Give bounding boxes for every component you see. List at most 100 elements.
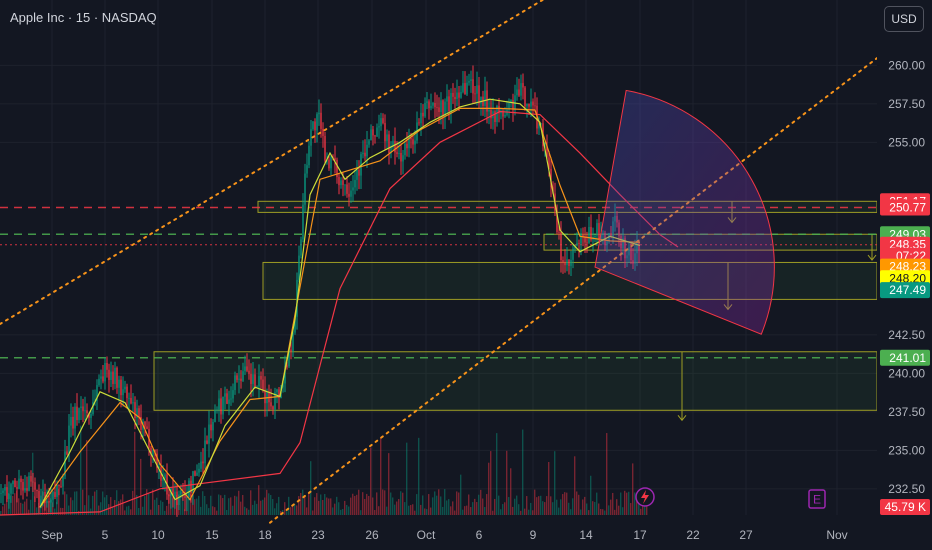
price-badge: 250.77 (880, 199, 930, 216)
volume-bar (606, 433, 608, 515)
volume-bar (484, 506, 486, 515)
candle-body (426, 101, 428, 103)
volume-bar (22, 503, 24, 515)
volume-bar (0, 510, 2, 515)
x-tick-label: 26 (365, 528, 379, 542)
volume-bar (618, 505, 620, 515)
volume-bar (110, 497, 112, 515)
volume-bar (244, 506, 246, 515)
volume-bar (166, 505, 168, 515)
volume-bar (220, 495, 222, 515)
volume-bar (526, 496, 528, 515)
candle-body (308, 145, 310, 166)
candle-body (400, 152, 402, 162)
volume-bar (372, 497, 374, 515)
candle-body (460, 91, 462, 98)
volume (0, 425, 648, 515)
earnings-marker-label: E (813, 493, 821, 507)
candle-body (190, 480, 192, 494)
candle-body (524, 87, 526, 107)
volume-bar (320, 494, 322, 515)
candle-body (402, 155, 404, 162)
price-badge-bg (880, 199, 930, 216)
candle-body (282, 383, 284, 388)
volume-bar (270, 495, 272, 515)
candle-body (252, 374, 254, 384)
volume-bar (386, 506, 388, 515)
volume-bar (158, 505, 160, 515)
volume-bar (234, 495, 236, 515)
candle-body (444, 101, 446, 116)
candle-body (490, 109, 492, 119)
candle-body (84, 410, 86, 412)
candle-body (324, 135, 326, 161)
volume-bar (224, 494, 226, 515)
candle-body (78, 408, 80, 421)
candle-body (162, 477, 164, 481)
time-axis: Sep 5 10 15 18 23 26 Oct 6 9 14 17 22 27 Nov (41, 528, 847, 542)
volume-bar (52, 502, 54, 515)
candle-body (312, 121, 314, 130)
candle-body (274, 392, 276, 410)
volume-bar (348, 506, 350, 515)
volume-bar (68, 505, 70, 515)
candle-body (112, 371, 114, 384)
volume-bar (206, 504, 208, 515)
volume-bar (624, 490, 626, 515)
volume-bar (604, 510, 606, 515)
volume-bar (146, 489, 148, 515)
candle-body (564, 262, 566, 266)
volume-bar (428, 494, 430, 515)
candle-body (408, 137, 410, 149)
volume-bar (584, 496, 586, 515)
volume-bar (504, 502, 506, 515)
candle-body (342, 180, 344, 185)
volume-bar (88, 495, 90, 515)
candle-body (250, 373, 252, 384)
candle-body (376, 127, 378, 137)
candle-body (520, 83, 522, 96)
candle-body (168, 494, 170, 497)
volume-bar (366, 493, 368, 515)
volume-bar (632, 463, 634, 515)
volume-bar (198, 495, 200, 515)
volume-bar (56, 502, 58, 515)
x-tick-label: 23 (311, 528, 325, 542)
candle-body (132, 402, 134, 404)
candle-body (10, 484, 12, 494)
volume-bar (360, 510, 362, 515)
volume-bar (100, 502, 102, 515)
volume-bar (404, 502, 406, 515)
candle-body (220, 398, 222, 415)
volume-bar (86, 440, 88, 515)
candle-body (218, 398, 220, 410)
volume-bar (408, 505, 410, 515)
candle-body (322, 128, 324, 136)
candle-body (458, 92, 460, 98)
currency-button[interactable]: USD (884, 6, 924, 32)
price-badge-bg (880, 282, 930, 299)
candle-body (42, 491, 44, 496)
candle-body (64, 451, 66, 477)
candle-body (316, 114, 318, 131)
volume-bar (572, 498, 574, 515)
volume-bar (420, 504, 422, 515)
volume-bar (74, 491, 76, 515)
volume-bar (542, 501, 544, 515)
volume-bar (630, 503, 632, 515)
candle-body (14, 480, 16, 488)
candle-body (386, 134, 388, 142)
volume-bar (266, 489, 268, 515)
volume-bar (466, 505, 468, 515)
volume-bar (546, 496, 548, 515)
volume-bar (438, 489, 440, 515)
candle-body (570, 259, 572, 266)
candle-body (478, 85, 480, 104)
candle-body (538, 123, 540, 129)
symbol-title[interactable]: Apple Inc · 15 · NASDAQ (10, 10, 157, 25)
candle-body (484, 90, 486, 106)
volume-bar (388, 453, 390, 515)
volume-bar (474, 498, 476, 515)
candle-body (68, 425, 70, 455)
